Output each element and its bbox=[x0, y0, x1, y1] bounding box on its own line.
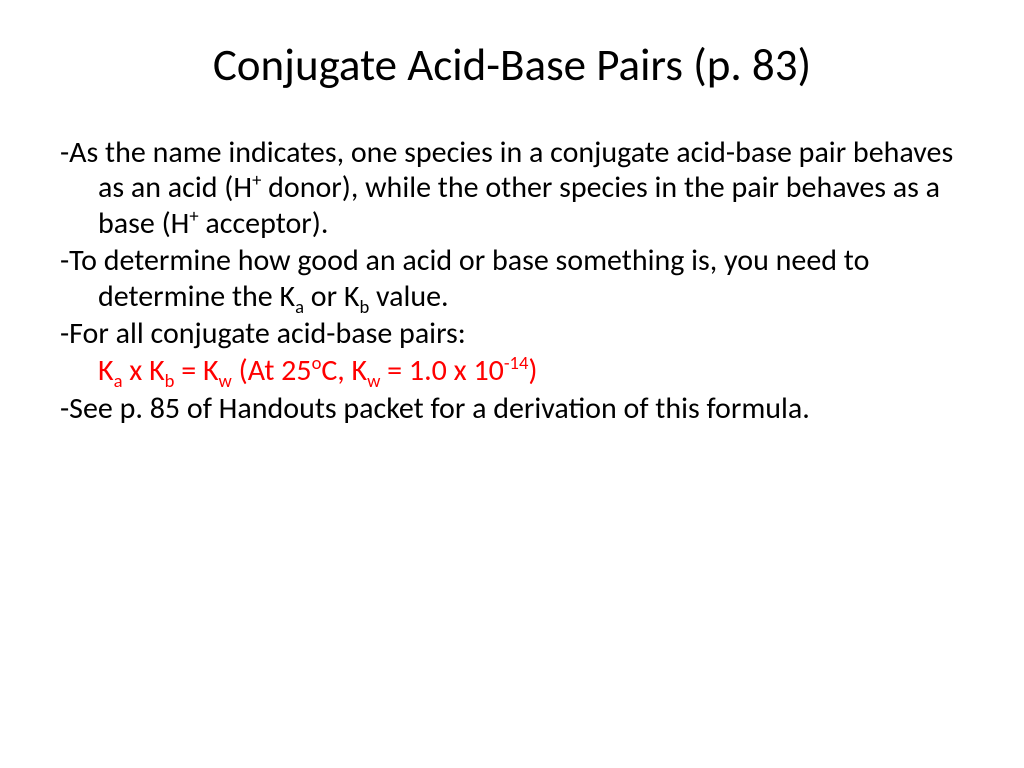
text-run: ) bbox=[528, 352, 537, 389]
text-run: C, K bbox=[321, 352, 367, 389]
text-run: -See p. 85 of Handouts packet for a deri… bbox=[60, 390, 810, 427]
body-paragraph: -For all conjugate acid-base pairs: bbox=[60, 316, 964, 351]
text-run: = 1.0 x 10 bbox=[380, 352, 503, 389]
body-paragraph: -To determine how good an acid or base s… bbox=[60, 243, 964, 314]
slide-body: -As the name indicates, one species in a… bbox=[60, 135, 964, 426]
text-run: value. bbox=[369, 278, 448, 315]
slide-title: Conjugate Acid-Base Pairs (p. 83) bbox=[60, 38, 964, 93]
formula-line: Ka x Kb = Kw (At 25oC, Kw = 1.0 x 10-14) bbox=[60, 353, 964, 388]
text-run: -For all conjugate acid-base pairs: bbox=[60, 315, 466, 352]
text-run: K bbox=[98, 352, 114, 389]
superscript: + bbox=[189, 204, 198, 227]
superscript: o bbox=[312, 351, 322, 374]
text-run: acceptor). bbox=[199, 205, 329, 242]
body-paragraph: -As the name indicates, one species in a… bbox=[60, 135, 964, 241]
text-run: x K bbox=[123, 352, 165, 389]
body-paragraph: -See p. 85 of Handouts packet for a deri… bbox=[60, 391, 964, 426]
text-run: -To determine how good an acid or base s… bbox=[60, 242, 869, 314]
superscript: -14 bbox=[504, 351, 529, 374]
text-run: = K bbox=[174, 352, 218, 389]
text-run: (At 25 bbox=[232, 352, 312, 389]
slide-container: Conjugate Acid-Base Pairs (p. 83) -As th… bbox=[0, 0, 1024, 468]
text-run: or K bbox=[304, 278, 359, 315]
superscript: + bbox=[252, 168, 261, 191]
